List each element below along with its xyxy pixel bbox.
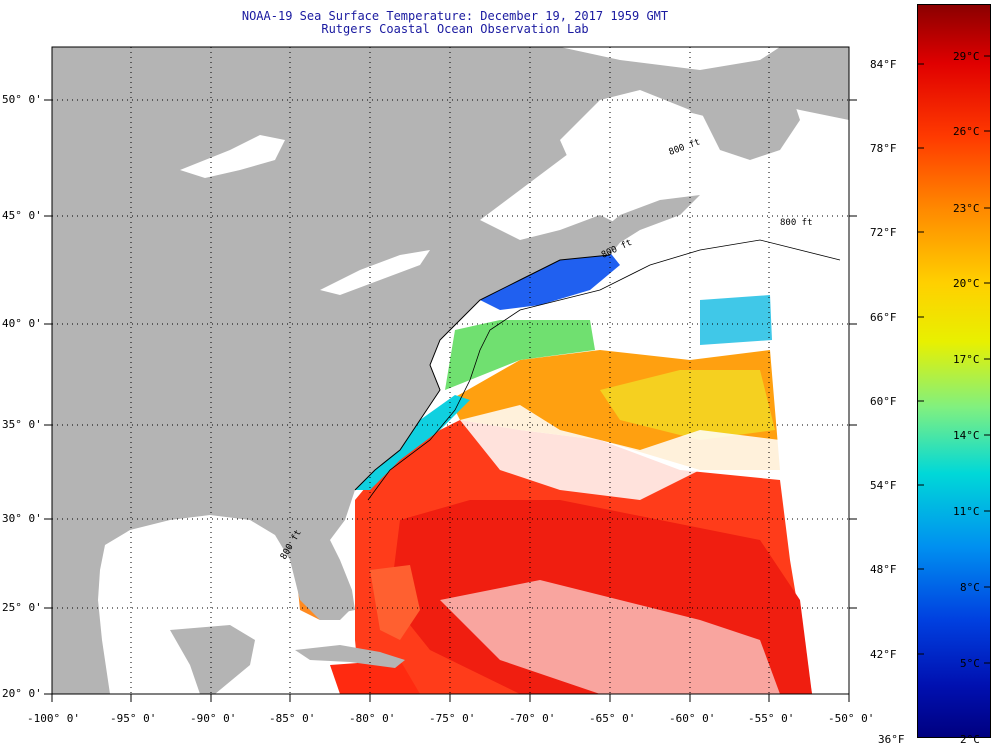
colorbar-f-label: 72°F [870,226,897,239]
lat-label: 25° 0' [2,601,42,614]
colorbar-c-label: 23°C [953,202,980,215]
colorbar-f-label: 48°F [870,563,897,576]
colorbar-c-label: 5°C [960,657,980,670]
lake-superior [180,135,285,178]
colorbar-f-label: 66°F [870,311,897,324]
lat-label: 50° 0' [2,93,42,106]
gulf-st-lawrence [560,90,700,200]
colorbar-f-label: 60°F [870,395,897,408]
land-cuba [295,645,405,668]
colorbar-c-label: 11°C [953,505,980,518]
land-north-america [52,47,849,694]
colorbar-c-label: 20°C [953,277,980,290]
map-subtitle: Rutgers Coastal Ocean Observation Lab [321,22,589,36]
land-nova-scotia [590,195,700,252]
sst-bahamas [370,565,420,640]
colorbar-c-label: 17°C [953,353,980,366]
lat-label: 35° 0' [2,418,42,431]
lon-label: -80° 0' [349,712,396,725]
axis-ticks [44,99,857,702]
colorbar-f-label: 54°F [870,479,897,492]
lat-label: 30° 0' [2,512,42,525]
cloud-band [460,405,780,500]
lat-label: 40° 0' [2,317,42,330]
colorbar-c-label: 14°C [953,429,980,442]
lon-label: -70° 0' [509,712,556,725]
lat-label: 20° 0' [2,687,42,700]
colorbar-f-label: 84°F [870,58,897,71]
colorbar-f-label: 42°F [870,648,897,661]
land-yucatan [170,625,255,694]
lon-label: -55° 0' [748,712,795,725]
contour-label: 800 ft [780,218,813,228]
sst-caribbean [330,660,420,694]
colorbar-c-label: 26°C [953,125,980,138]
lon-label: -60° 0' [669,712,716,725]
lon-label: -75° 0' [429,712,476,725]
sst-slope-cyan [700,295,772,345]
colorbar-f-label: 78°F [870,142,897,155]
land-newfoundland [700,60,800,160]
lat-label: 45° 0' [2,209,42,222]
colorbar [917,4,991,738]
colorbar-f-label: 36°F [878,733,905,746]
coastline [354,254,611,491]
colorbar-c-label: 8°C [960,581,980,594]
map-title: NOAA-19 Sea Surface Temperature: Decembe… [241,9,669,23]
lon-label: -95° 0' [110,712,157,725]
sst-green-shelf [445,320,595,390]
lon-label: -100° 0' [27,712,80,725]
lon-label: -85° 0' [269,712,316,725]
shelf-contour [367,239,841,501]
colorbar-ticks [918,55,990,664]
land-florida [300,540,355,612]
colorbar-c-label: 2°C [960,733,980,746]
lon-label: -50° 0' [828,712,875,725]
lon-label: -90° 0' [190,712,237,725]
lake-erie-ontario [320,250,430,295]
colorbar-c-label: 29°C [953,50,980,63]
lon-label: -65° 0' [589,712,636,725]
colorbar-gradient [918,5,990,737]
sst-yellow-region [600,370,775,440]
